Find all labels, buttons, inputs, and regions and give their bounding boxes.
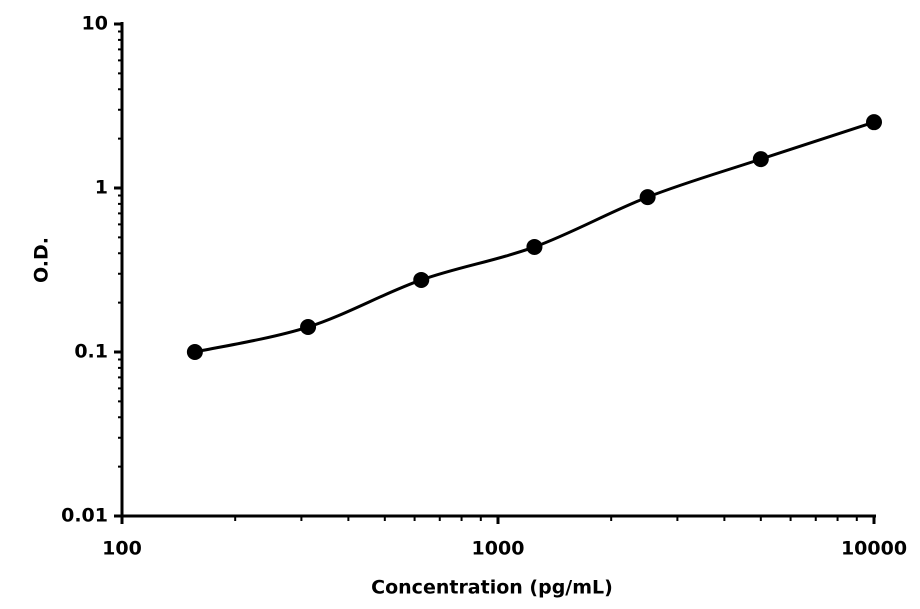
y-tick-label: 0.01	[61, 505, 108, 527]
x-tick-label: 10000	[841, 538, 907, 560]
x-tick-label: 100	[102, 538, 142, 560]
y-axis-label: O.D.	[31, 237, 53, 283]
data-point	[413, 271, 430, 288]
data-point	[639, 189, 656, 206]
data-point	[866, 114, 882, 131]
x-axis-label: Concentration (pg/mL)	[371, 577, 613, 599]
x-tick-label: 1000	[472, 538, 525, 560]
y-tick-label: 1	[95, 177, 108, 199]
series-line	[194, 120, 875, 354]
data-point	[526, 238, 543, 255]
data-point	[300, 319, 317, 336]
y-tick-label: 10	[82, 13, 108, 35]
data-point	[752, 151, 769, 168]
y-tick-label: 0.1	[74, 341, 108, 363]
data-point	[186, 344, 203, 360]
